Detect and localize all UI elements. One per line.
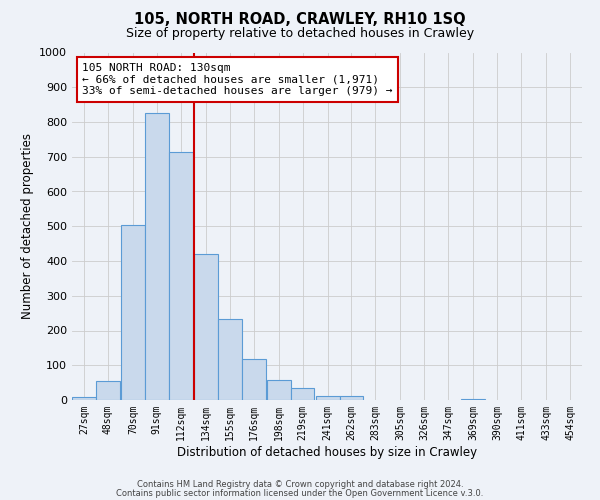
Bar <box>194 254 218 400</box>
X-axis label: Distribution of detached houses by size in Crawley: Distribution of detached houses by size … <box>177 446 477 458</box>
Text: 105, NORTH ROAD, CRAWLEY, RH10 1SQ: 105, NORTH ROAD, CRAWLEY, RH10 1SQ <box>134 12 466 28</box>
Text: 105 NORTH ROAD: 130sqm
← 66% of detached houses are smaller (1,971)
33% of semi-: 105 NORTH ROAD: 130sqm ← 66% of detached… <box>82 63 392 96</box>
Bar <box>72 396 96 400</box>
Bar <box>316 396 340 400</box>
Bar <box>242 359 266 400</box>
Bar <box>121 224 145 400</box>
Text: Contains public sector information licensed under the Open Government Licence v.: Contains public sector information licen… <box>116 488 484 498</box>
Bar <box>461 399 485 400</box>
Bar <box>96 381 120 400</box>
Bar <box>218 319 242 400</box>
Bar <box>145 114 169 400</box>
Bar <box>340 396 364 400</box>
Text: Size of property relative to detached houses in Crawley: Size of property relative to detached ho… <box>126 28 474 40</box>
Text: Contains HM Land Registry data © Crown copyright and database right 2024.: Contains HM Land Registry data © Crown c… <box>137 480 463 489</box>
Bar <box>266 380 290 400</box>
Bar <box>169 152 193 400</box>
Bar <box>290 388 314 400</box>
Y-axis label: Number of detached properties: Number of detached properties <box>20 133 34 320</box>
